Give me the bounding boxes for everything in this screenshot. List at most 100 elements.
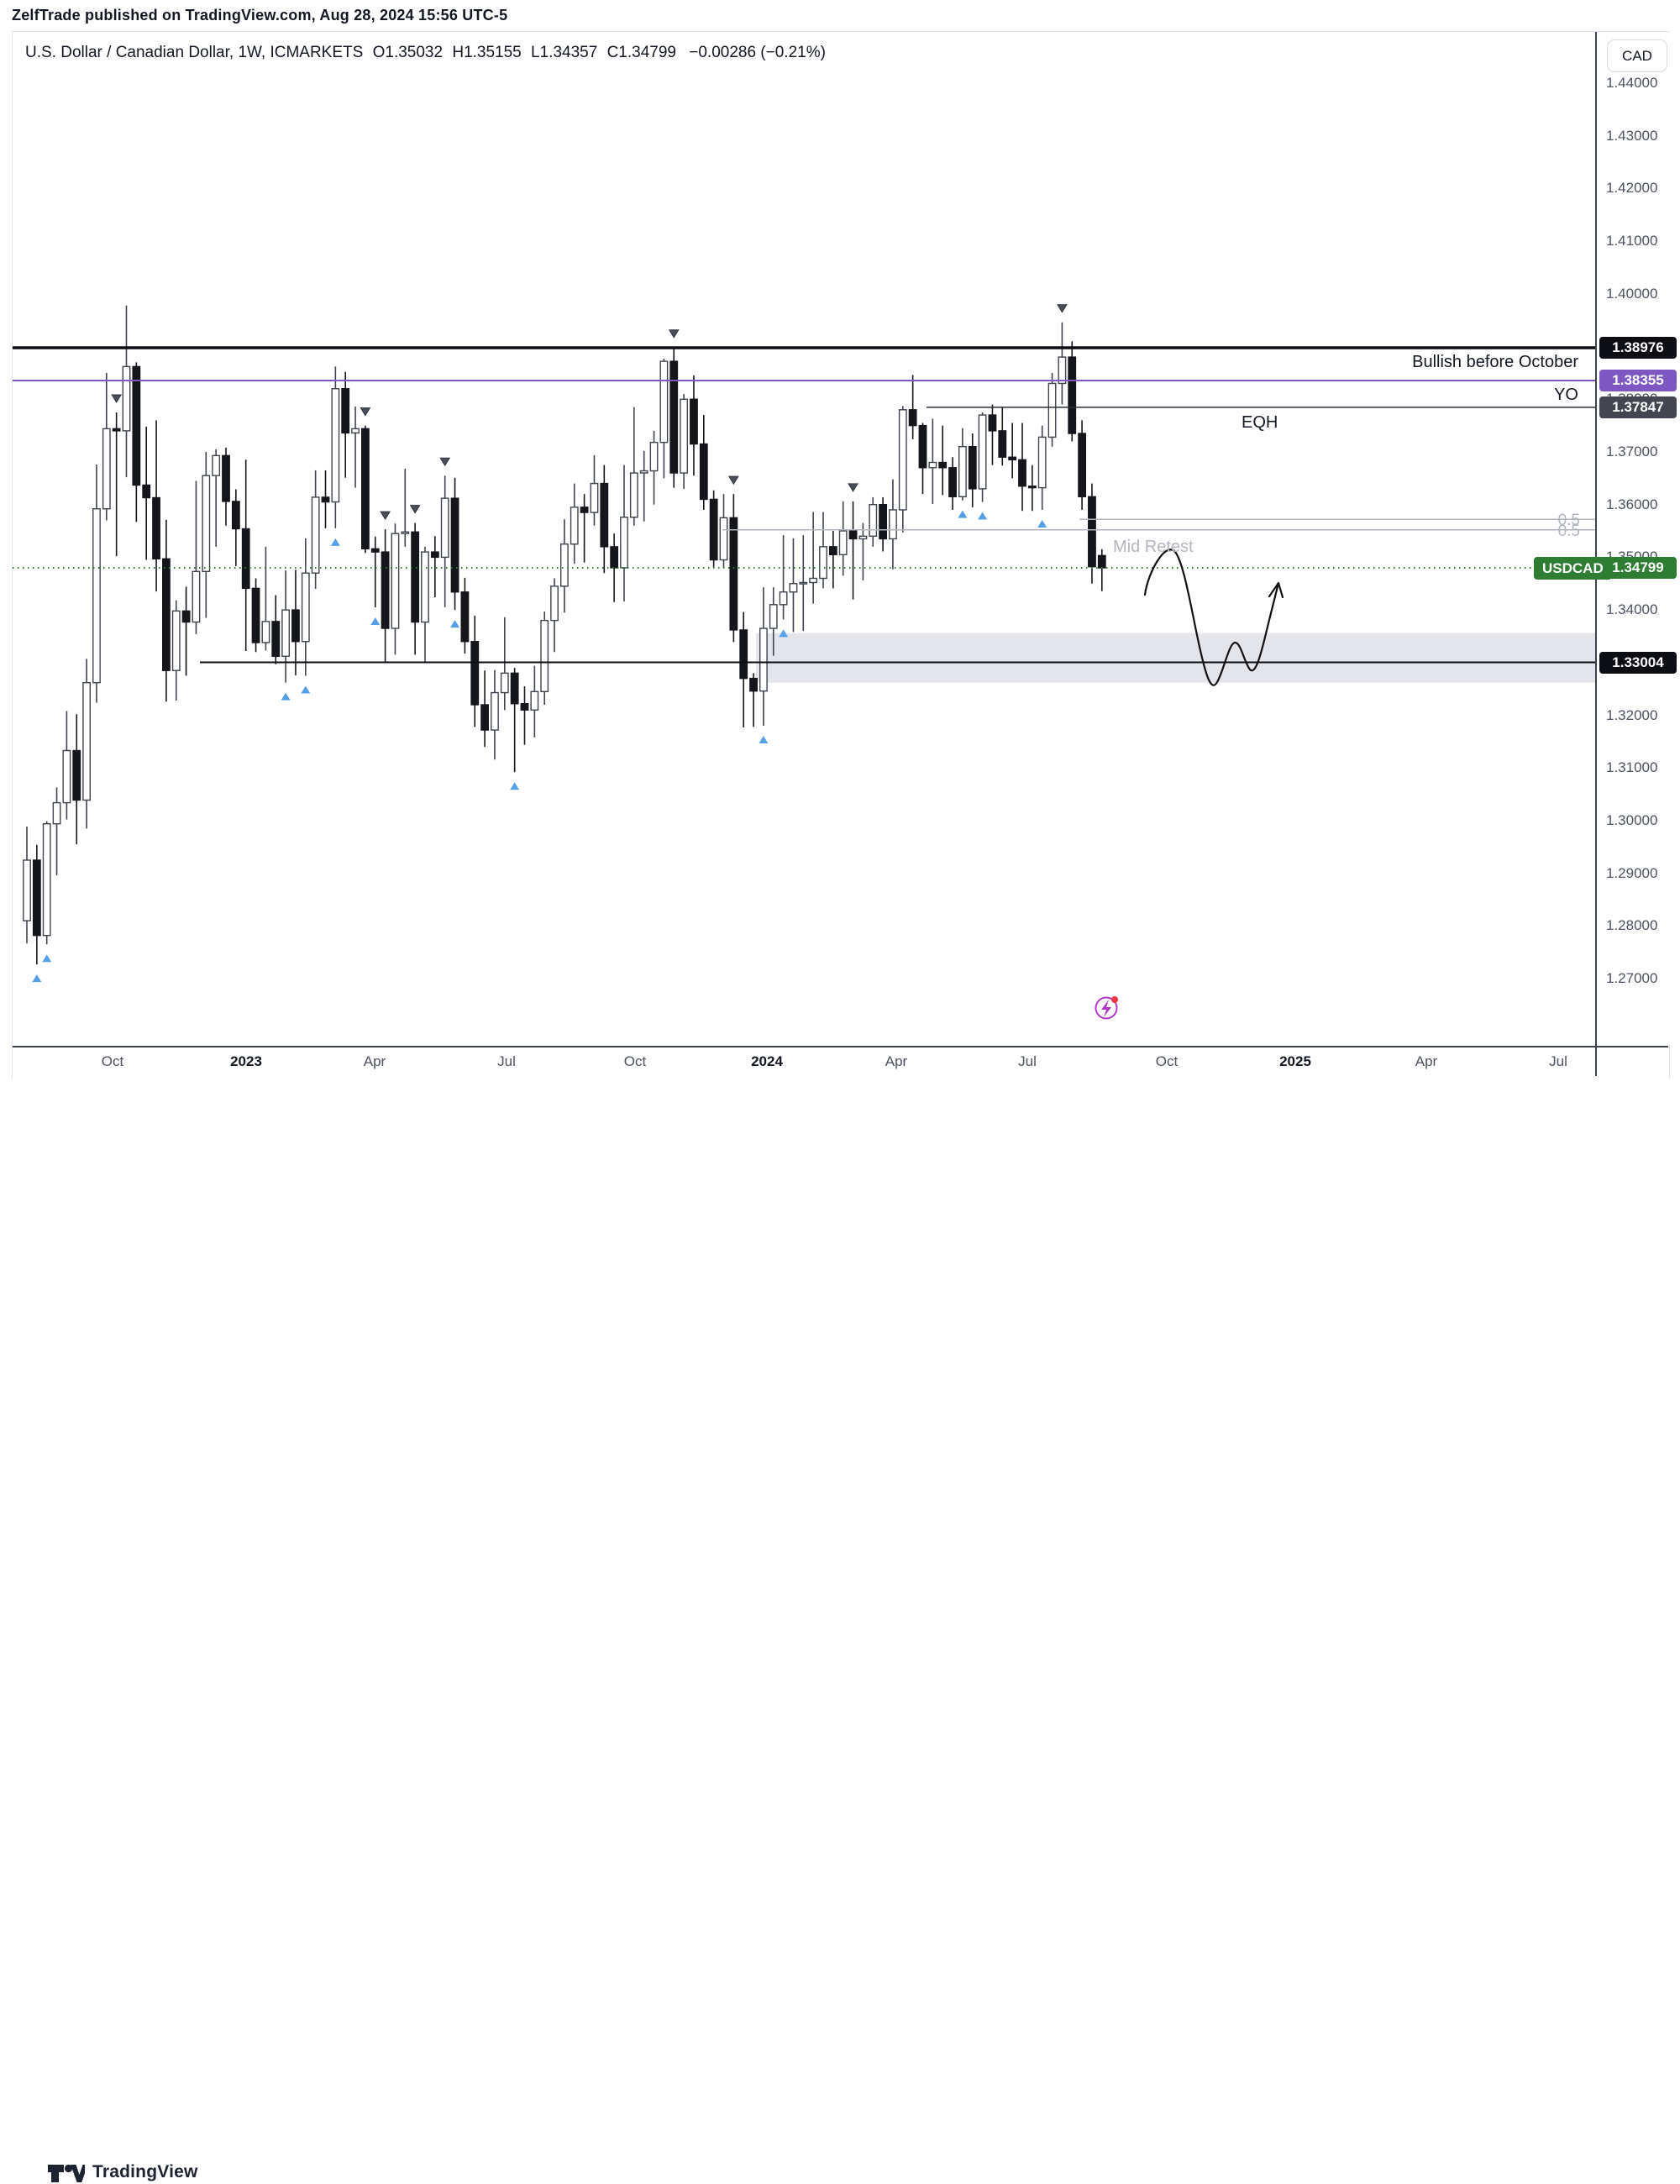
candlestick-chart[interactable]: Bullish before October YO EQH 0.5 0.5 Mid Ret… xyxy=(13,34,1595,1046)
candle-body xyxy=(729,517,738,631)
sell-marker-icon xyxy=(668,329,680,339)
time-tick-year: 2024 xyxy=(751,1053,783,1069)
candle-body xyxy=(639,470,648,474)
candle-body xyxy=(92,507,101,684)
price-tick-label: 1.36000 xyxy=(1606,496,1658,512)
candle-body xyxy=(848,530,858,540)
currency-button[interactable]: CAD xyxy=(1607,39,1667,72)
candle-body xyxy=(301,572,310,643)
sell-marker-icon xyxy=(380,511,391,521)
time-tick-month: Oct xyxy=(101,1053,124,1069)
candle-body xyxy=(610,546,619,569)
candle-body xyxy=(530,690,539,711)
flash-bolt-icon xyxy=(1101,1000,1111,1017)
candle-body xyxy=(789,583,798,593)
time-tick-month: Oct xyxy=(1155,1053,1179,1069)
buy-marker-icon xyxy=(301,685,311,694)
candle-body xyxy=(918,424,927,469)
candle-body xyxy=(251,587,260,643)
sell-marker-icon xyxy=(360,407,371,417)
chart-annotation: Bullish before October xyxy=(1412,353,1578,371)
candle-body xyxy=(1047,382,1057,438)
price-label-badge: 1.37847 xyxy=(1599,396,1677,418)
price-tick-label: 1.32000 xyxy=(1606,706,1658,723)
candle-body xyxy=(669,360,679,474)
candle-body xyxy=(122,365,131,432)
buy-marker-icon xyxy=(450,620,460,628)
candle-body xyxy=(261,621,270,643)
sell-marker-icon xyxy=(727,475,739,486)
price-tick-label: 1.42000 xyxy=(1606,180,1658,197)
candle-body xyxy=(23,859,31,921)
time-tick-month: Jul xyxy=(1549,1053,1567,1069)
symbol-header[interactable]: U.S. Dollar / Canadian Dollar, 1W, ICMAR… xyxy=(25,44,831,62)
candle-body xyxy=(152,496,160,559)
chart-panel xyxy=(12,31,1670,1079)
sell-marker-icon xyxy=(409,505,421,514)
candle-body xyxy=(32,859,41,937)
buy-marker-icon xyxy=(1037,519,1047,528)
price-tick-label: 1.43000 xyxy=(1606,127,1658,144)
candle-body xyxy=(739,629,748,680)
candle-body xyxy=(590,482,599,513)
tradingview-logo-icon xyxy=(48,2164,85,2182)
candle-body xyxy=(1018,459,1026,487)
time-tick-month: Apr xyxy=(885,1053,908,1069)
candle-body xyxy=(988,414,997,432)
candle-body xyxy=(978,414,987,490)
candle-body xyxy=(649,441,659,472)
candle-body xyxy=(291,609,300,643)
price-axis[interactable]: 1.440001.430001.420001.410001.400001.390… xyxy=(1597,32,1680,1046)
candle-body xyxy=(450,497,459,593)
chart-annotation: 0.5 xyxy=(1558,512,1580,529)
publication-text: ZelfTrade published on TradingView.com, … xyxy=(12,7,508,24)
candle-body xyxy=(62,749,71,804)
candle-body xyxy=(171,610,181,671)
candle-body xyxy=(341,388,350,434)
candle-body xyxy=(500,672,509,694)
candle-body xyxy=(510,672,519,705)
candle-body xyxy=(82,681,92,801)
candle-body xyxy=(112,428,121,432)
candle-body xyxy=(828,546,837,555)
price-tick-label: 1.30000 xyxy=(1606,811,1658,828)
candle-body xyxy=(42,823,51,937)
price-tick-label: 1.28000 xyxy=(1606,917,1658,934)
candle-body xyxy=(321,496,330,503)
candle-body xyxy=(908,409,917,427)
time-tick-month: Jul xyxy=(497,1053,516,1069)
candle-body xyxy=(142,484,151,499)
candle-body xyxy=(769,604,778,629)
candle-body xyxy=(889,509,897,540)
price-tick-label: 1.27000 xyxy=(1606,970,1658,987)
candle-body xyxy=(311,496,320,574)
symbol-title: U.S. Dollar / Canadian Dollar, 1W, ICMAR… xyxy=(25,44,364,61)
candle-body xyxy=(600,482,609,548)
tradingview-logo[interactable]: TradingView xyxy=(46,2160,198,2184)
time-tick-month: Apr xyxy=(363,1053,386,1069)
candle-body xyxy=(241,528,250,590)
candle-body xyxy=(421,551,429,623)
buy-marker-icon xyxy=(330,538,340,546)
time-tick-year: 2025 xyxy=(1279,1053,1311,1069)
candle-body xyxy=(1088,496,1096,568)
candle-body xyxy=(1037,436,1047,489)
candle-body xyxy=(879,503,888,540)
chart-annotation: 0.5 xyxy=(1558,522,1580,540)
price-label-badge: 1.38355 xyxy=(1599,369,1677,391)
candle-body xyxy=(161,558,171,671)
time-axis[interactable]: Oct 2023 Apr Jul Oct 2024 Apr Jul Oct 2025 Apr Jul xyxy=(13,1047,1595,1076)
chart-canvas[interactable]: Bullish before October YO EQH 0.50.5 Mid Ret… xyxy=(13,34,1595,1046)
candle-body xyxy=(779,591,788,606)
candle-body xyxy=(699,443,708,501)
price-label-badge: 1.38976 xyxy=(1599,337,1677,360)
buy-marker-icon xyxy=(978,512,988,520)
candle-body xyxy=(838,530,848,555)
candle-body xyxy=(212,454,221,476)
candle-body xyxy=(181,610,191,623)
buy-marker-icon xyxy=(759,736,769,744)
candle-body xyxy=(938,461,948,469)
ohlc-high: H1.35155 xyxy=(452,44,522,61)
sell-marker-icon xyxy=(848,483,858,492)
axis-horizontal-separator xyxy=(13,1046,1668,1047)
